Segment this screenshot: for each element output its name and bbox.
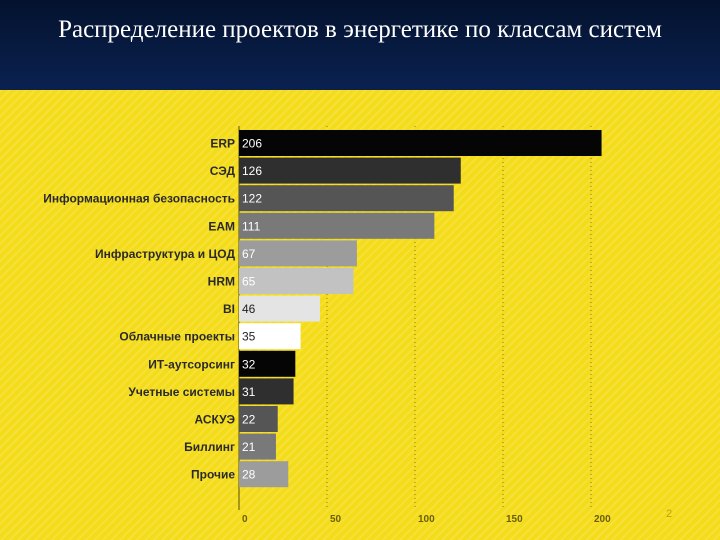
x-tick-label: 150: [506, 514, 523, 525]
x-tick-label: 200: [594, 514, 611, 525]
bar: [239, 212, 435, 239]
value-label: 32: [242, 357, 256, 371]
category-label: Биллинг: [184, 440, 235, 454]
value-label: 22: [242, 413, 256, 427]
slide-title: Распределение проектов в энергетике по к…: [58, 16, 662, 43]
category-label: BI: [223, 302, 235, 316]
category-label: АСКУЭ: [195, 413, 236, 427]
value-label: 65: [242, 275, 256, 289]
chart-area: 0 50 100 150 200 ERP 206 СЭД 126 Информационная б…: [0, 90, 720, 540]
value-label: 206: [242, 137, 262, 151]
bar: [239, 350, 296, 377]
x-tick-label: 100: [418, 514, 435, 525]
x-tick-label: 0: [242, 514, 248, 525]
bar-chart: 0 50 100 150 200 ERP 206 СЭД 126 Информационная б…: [43, 126, 611, 525]
category-label: Учетные системы: [128, 385, 235, 399]
bar: [239, 268, 354, 294]
category-label: EAM: [208, 219, 235, 233]
bar: [239, 240, 357, 267]
category-label: HRM: [208, 275, 235, 289]
bar: [239, 378, 294, 405]
slide-number: 2: [666, 508, 673, 520]
bar: [239, 461, 289, 488]
x-tick-label: 50: [330, 514, 342, 525]
value-label: 35: [242, 330, 256, 344]
value-label: 21: [242, 440, 256, 454]
value-label: 126: [242, 164, 262, 178]
category-label: СЭД: [210, 164, 236, 178]
title-band: Распределение проектов в энергетике по к…: [0, 0, 720, 90]
category-label: Прочие: [191, 468, 235, 482]
value-label: 122: [242, 192, 262, 206]
value-label: 28: [242, 468, 256, 482]
bar: [239, 323, 301, 350]
bar: [239, 406, 278, 432]
value-label: 67: [242, 247, 256, 261]
bar: [239, 157, 461, 184]
category-label: Инфраструктура и ЦОД: [95, 247, 235, 261]
bar: [239, 185, 454, 212]
bar: [239, 433, 276, 460]
category-label: Облачные проекты: [119, 330, 235, 344]
value-label: 111: [242, 219, 261, 233]
category-label: ERP: [210, 137, 235, 151]
category-label: ИТ-аутсорсинг: [148, 357, 235, 371]
bar: [239, 295, 320, 322]
category-label: Информационная безопасность: [43, 192, 235, 206]
value-label: 31: [242, 385, 256, 399]
value-label: 46: [242, 302, 256, 316]
bar: [239, 130, 602, 156]
